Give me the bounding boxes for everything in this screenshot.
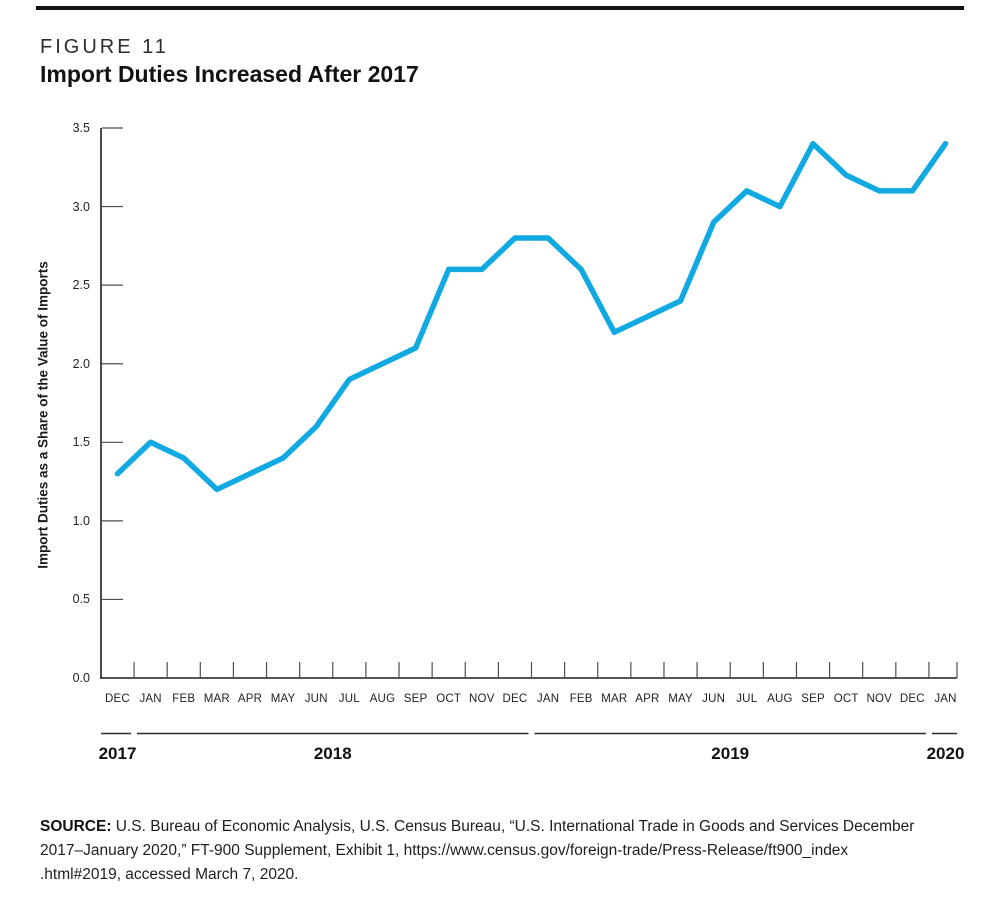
year-label: 2017 bbox=[98, 744, 137, 763]
top-rule bbox=[36, 6, 964, 10]
month-label: DEC bbox=[502, 693, 528, 705]
month-label: MAR bbox=[601, 693, 628, 705]
month-label: APR bbox=[237, 693, 263, 705]
month-label: FEB bbox=[569, 693, 593, 705]
month-label: SEP bbox=[403, 693, 428, 705]
month-label: FEB bbox=[172, 693, 196, 705]
month-label: JUL bbox=[338, 693, 360, 705]
data-line bbox=[114, 140, 949, 493]
figure-label: FIGURE 11 bbox=[40, 36, 169, 58]
month-label: AUG bbox=[369, 693, 396, 705]
y-tick-label: 1.5 bbox=[72, 435, 90, 450]
figure-title: Import Duties Increased After 2017 bbox=[40, 61, 419, 87]
month-label: SEP bbox=[801, 693, 825, 705]
month-label: JUN bbox=[702, 693, 726, 705]
month-label: JUL bbox=[736, 693, 758, 705]
y-tick-label: 0.5 bbox=[72, 592, 90, 607]
month-label: DEC bbox=[105, 693, 130, 705]
source-line: .html#2019, accessed March 7, 2020. bbox=[40, 866, 299, 883]
source-line: SOURCE: U.S. Bureau of Economic Analysis… bbox=[40, 815, 945, 839]
y-tick-label: 2.5 bbox=[72, 278, 90, 293]
source-note: SOURCE: U.S. Bureau of Economic Analysis… bbox=[40, 815, 945, 887]
month-label: AUG bbox=[767, 693, 793, 705]
year-label: 2019 bbox=[711, 744, 750, 763]
y-tick-label: 0.0 bbox=[72, 671, 90, 685]
month-label: OCT bbox=[436, 693, 462, 705]
y-tick-label: 1.0 bbox=[72, 513, 90, 528]
y-tick-label: 2.0 bbox=[72, 356, 90, 371]
month-label: MAY bbox=[668, 693, 693, 705]
month-label: MAR bbox=[203, 693, 230, 705]
year-label: 2018 bbox=[313, 744, 352, 763]
source-line: 2017–January 2020,” FT-900 Supplement, E… bbox=[40, 842, 849, 859]
month-label: JUN bbox=[304, 693, 328, 705]
month-label: JAN bbox=[139, 693, 162, 705]
month-label: DEC bbox=[899, 693, 925, 705]
month-label: JAN bbox=[934, 693, 957, 705]
month-label: MAY bbox=[270, 693, 296, 705]
month-label: NOV bbox=[866, 693, 893, 705]
month-label: APR bbox=[635, 693, 660, 705]
month-label: OCT bbox=[833, 693, 859, 705]
source-label: SOURCE: bbox=[40, 818, 112, 835]
source-line-text: U.S. Bureau of Economic Analysis, U.S. C… bbox=[115, 818, 915, 835]
month-label: NOV bbox=[469, 693, 495, 705]
year-label: 2020 bbox=[926, 744, 965, 763]
month-label: JAN bbox=[536, 693, 560, 705]
y-tick-label: 3.0 bbox=[72, 199, 90, 214]
y-tick-label: 3.5 bbox=[72, 121, 90, 135]
